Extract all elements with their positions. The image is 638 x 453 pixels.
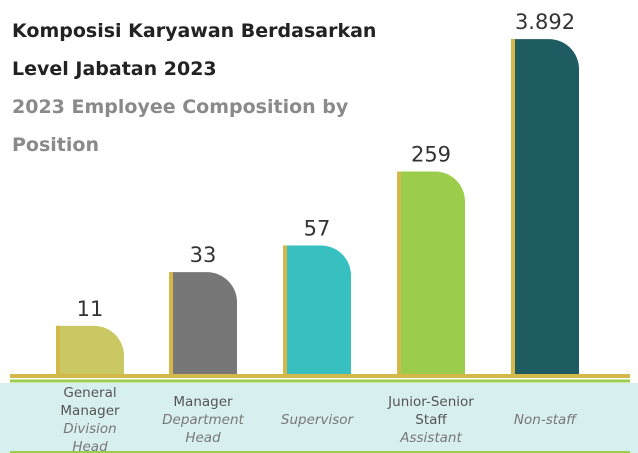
label-line: Staff	[415, 412, 447, 428]
bar-edge	[283, 245, 287, 374]
category-label: General Manager	[60, 385, 120, 419]
bar	[169, 272, 237, 374]
bar-edge	[397, 171, 401, 374]
label-line: Manager	[60, 403, 120, 419]
bar	[511, 39, 579, 374]
label-line: General	[63, 385, 116, 401]
category-label: Junior-Senior Staff	[387, 394, 474, 428]
bar-edge	[56, 325, 60, 374]
label-line: Non-staff	[514, 412, 577, 428]
value-label: 33	[190, 243, 217, 267]
bar	[397, 171, 465, 374]
label-line: Junior-Senior	[387, 394, 474, 410]
label-line: Supervisor	[281, 412, 355, 428]
value-label: 57	[304, 216, 331, 240]
label-line: Assistant	[399, 430, 462, 446]
category-label-en: Supervisor	[281, 412, 355, 428]
bar	[56, 325, 124, 374]
label-line: Division	[63, 421, 117, 437]
category-label: Manager	[173, 394, 233, 410]
chart-title: Komposisi Karyawan Berdasarkan Level Jab…	[12, 20, 377, 80]
value-label: 11	[77, 297, 104, 321]
label-line: Head	[185, 430, 221, 446]
label-line: Manager	[173, 394, 233, 410]
category-label-en: Department Head	[162, 412, 244, 446]
category-label-en: Assistant	[399, 430, 462, 446]
bar-edge	[169, 272, 173, 374]
label-band	[0, 383, 638, 453]
category-label-en: Division Head	[63, 421, 117, 453]
label-line: Department	[162, 412, 244, 428]
category-label-en: Non-staff	[514, 412, 577, 428]
bar-edge	[511, 39, 515, 374]
label-line: Head	[72, 439, 108, 453]
value-label: 259	[411, 143, 451, 167]
bar	[283, 245, 351, 374]
chart-subtitle: 2023 Employee Composition by Position	[12, 96, 349, 156]
value-label: 3.892	[515, 10, 575, 34]
